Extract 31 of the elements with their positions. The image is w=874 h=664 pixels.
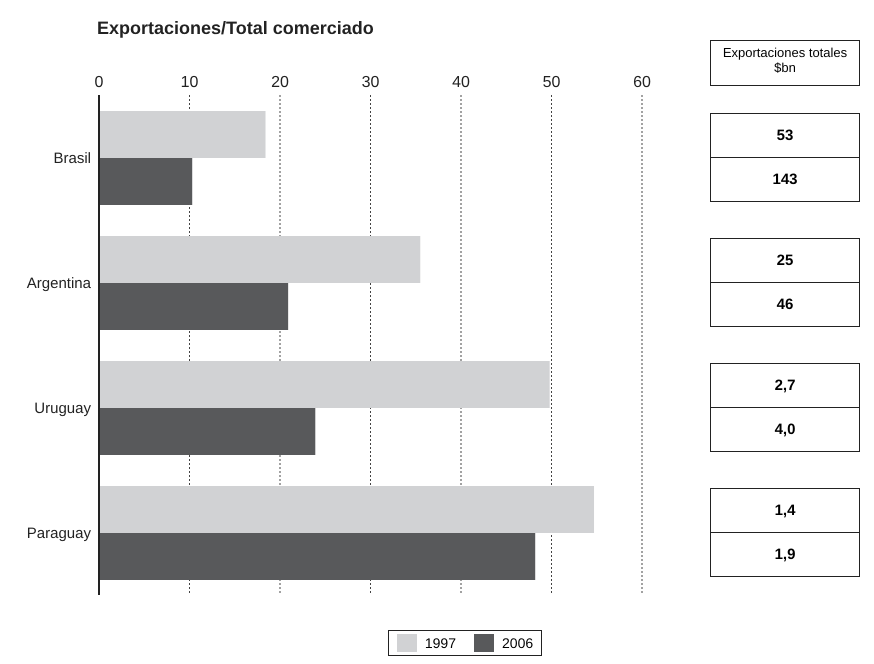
x-tick-label: 30	[362, 74, 380, 91]
bar	[99, 408, 316, 455]
bar	[99, 533, 536, 580]
bar	[99, 283, 288, 330]
chart-title: Exportaciones/Total comerciado	[97, 18, 374, 39]
text: 2,7	[774, 376, 796, 396]
y-tick-label: Paraguay	[26, 524, 92, 542]
text: 46	[711, 282, 859, 326]
legend-label: 2006	[501, 634, 534, 652]
x-tick-label: 10	[180, 74, 198, 91]
x-tick-label: 60	[633, 74, 651, 91]
text: 1,4	[774, 501, 796, 521]
bar	[99, 158, 192, 205]
text: 25	[776, 251, 794, 271]
text: 1,9	[711, 532, 859, 576]
x-tick-label: 50	[542, 74, 560, 91]
text: 143	[711, 157, 859, 201]
y-tick-label: Uruguay	[34, 400, 92, 417]
y-tick-label: Brasil	[53, 150, 91, 167]
x-tick-label: 0	[94, 74, 104, 91]
text: Exportaciones totales $bn	[710, 40, 860, 86]
text: 53	[776, 126, 794, 146]
bar	[99, 111, 266, 158]
x-tick-label: 40	[452, 74, 470, 91]
bar	[99, 361, 550, 408]
bar	[99, 236, 420, 283]
legend-label: 1997	[424, 634, 456, 652]
text: 4,0	[711, 407, 859, 451]
x-tick-label: 20	[271, 74, 289, 91]
bar	[99, 486, 594, 533]
y-tick-label: Argentina	[26, 274, 92, 292]
